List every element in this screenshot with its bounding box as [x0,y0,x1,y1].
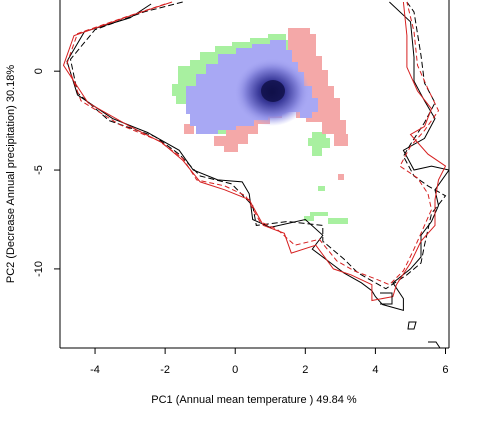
y-tick-label: -10 [33,261,45,277]
plot-area [62,1,449,348]
y-axis-ticks: 0 -5 -10 [33,68,60,277]
x-tick-label: 6 [442,364,448,376]
dashed-black-envelope [69,1,447,290]
x-tick-label: 4 [372,364,378,376]
x-axis-ticks: -4 -2 0 2 4 6 [90,348,449,376]
axes [59,0,450,349]
y-tick-label: -5 [33,165,45,175]
envelope-lines [62,1,449,312]
y-axis-title: PC2 (Decrease Annual precipitation) 30.1… [5,65,17,284]
small-outlier-shapes [380,292,441,348]
x-tick-label: 0 [232,364,238,376]
x-tick-label: -4 [90,364,100,376]
y-tick-label: 0 [33,68,45,74]
x-tick-label: 2 [302,364,308,376]
blue-overlap-region [186,40,318,134]
dashed-red-envelope [66,1,440,286]
solid-black-envelope [66,1,449,312]
x-axis-title: PC1 (Annual mean temperature ) 49.84 % [151,394,357,406]
x-tick-label: -2 [160,364,170,376]
